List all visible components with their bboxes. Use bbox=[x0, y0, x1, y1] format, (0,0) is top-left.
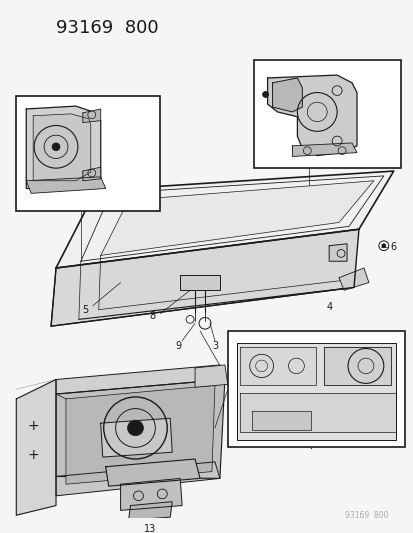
Polygon shape bbox=[323, 346, 390, 385]
Polygon shape bbox=[180, 275, 219, 290]
Polygon shape bbox=[328, 244, 346, 261]
Text: +: + bbox=[27, 448, 39, 462]
Polygon shape bbox=[56, 171, 393, 268]
Polygon shape bbox=[239, 346, 316, 385]
Text: 8: 8 bbox=[149, 311, 155, 321]
Polygon shape bbox=[83, 167, 100, 181]
Polygon shape bbox=[239, 393, 395, 432]
Polygon shape bbox=[338, 268, 368, 290]
Text: 9: 9 bbox=[175, 341, 181, 351]
Polygon shape bbox=[66, 385, 214, 484]
Bar bbox=[227, 331, 404, 447]
Text: 93169  800: 93169 800 bbox=[56, 19, 158, 37]
Polygon shape bbox=[16, 379, 56, 515]
Polygon shape bbox=[26, 106, 100, 189]
Text: 2: 2 bbox=[112, 150, 119, 159]
Polygon shape bbox=[56, 379, 224, 479]
Polygon shape bbox=[272, 78, 301, 112]
Text: +: + bbox=[27, 419, 39, 433]
Circle shape bbox=[262, 92, 268, 98]
Polygon shape bbox=[105, 459, 199, 486]
Polygon shape bbox=[120, 479, 182, 511]
Polygon shape bbox=[56, 462, 219, 496]
Polygon shape bbox=[267, 75, 356, 156]
Circle shape bbox=[381, 244, 385, 248]
Polygon shape bbox=[195, 365, 227, 387]
Bar bbox=[253, 60, 400, 168]
Polygon shape bbox=[128, 502, 172, 520]
Polygon shape bbox=[292, 143, 356, 157]
Polygon shape bbox=[83, 109, 100, 123]
Polygon shape bbox=[100, 181, 373, 255]
Text: 10: 10 bbox=[364, 76, 376, 86]
Text: 1: 1 bbox=[318, 334, 323, 344]
Polygon shape bbox=[236, 343, 395, 440]
Text: 13: 13 bbox=[144, 524, 156, 533]
Text: 11: 11 bbox=[266, 66, 278, 76]
Polygon shape bbox=[33, 114, 90, 181]
Text: 12: 12 bbox=[264, 92, 277, 102]
Circle shape bbox=[127, 420, 143, 436]
Text: 7: 7 bbox=[307, 441, 313, 451]
Polygon shape bbox=[100, 418, 172, 457]
Polygon shape bbox=[56, 365, 224, 394]
Polygon shape bbox=[251, 410, 311, 430]
Polygon shape bbox=[51, 229, 358, 326]
Text: 3: 3 bbox=[211, 341, 218, 351]
Polygon shape bbox=[26, 177, 105, 193]
Text: 93169  800: 93169 800 bbox=[344, 511, 388, 520]
Bar bbox=[16, 96, 160, 211]
Text: 5: 5 bbox=[82, 305, 88, 314]
Circle shape bbox=[52, 143, 60, 151]
Text: 6: 6 bbox=[390, 241, 396, 252]
Text: 4: 4 bbox=[325, 302, 332, 312]
